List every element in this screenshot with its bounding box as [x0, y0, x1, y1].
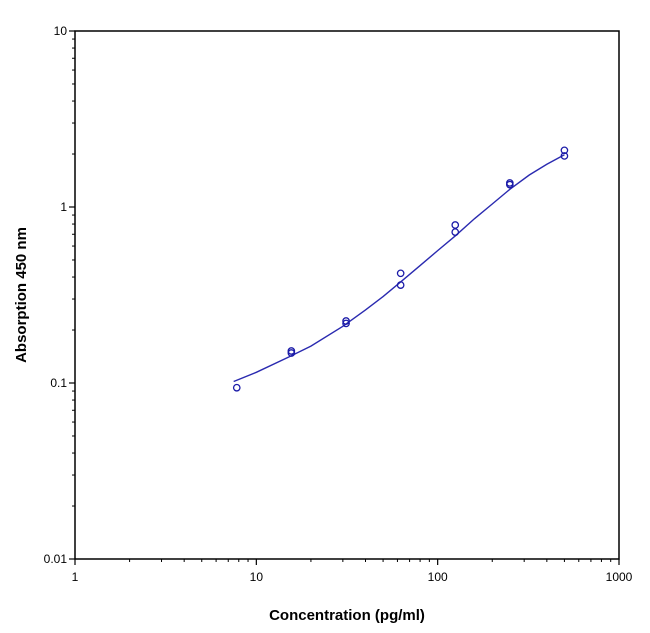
- data-point: [451, 221, 460, 229]
- data-point: [232, 383, 241, 392]
- data-point: [451, 228, 460, 236]
- data-point: [396, 269, 405, 278]
- y-tick-label: 10: [54, 24, 68, 38]
- data-point: [396, 281, 405, 289]
- x-tick-label: 100: [428, 570, 448, 584]
- data-points: [232, 146, 569, 392]
- y-tick-label: 1: [60, 200, 67, 214]
- plot-frame: [74, 30, 620, 560]
- x-axis-title: Concentration (pg/ml): [269, 607, 425, 624]
- data-point: [342, 319, 350, 328]
- y-tick-label: 0.1: [50, 376, 67, 390]
- y-tick-label: 0.01: [44, 552, 68, 566]
- data-point: [342, 317, 350, 325]
- data-point: [560, 146, 569, 155]
- x-tick-label: 10: [250, 570, 264, 584]
- x-axis-ticks: 1 10 100 1000: [72, 559, 633, 584]
- data-point: [505, 179, 514, 187]
- y-axis-ticks: 0.01 0.1 1 10: [44, 24, 75, 566]
- x-tick-label: 1: [72, 570, 79, 584]
- data-point: [287, 347, 296, 355]
- data-point: [560, 152, 569, 160]
- y-axis-title: Absorption 450 nm: [13, 227, 30, 363]
- fit-curve: [233, 154, 565, 383]
- x-tick-label: 1000: [606, 570, 633, 584]
